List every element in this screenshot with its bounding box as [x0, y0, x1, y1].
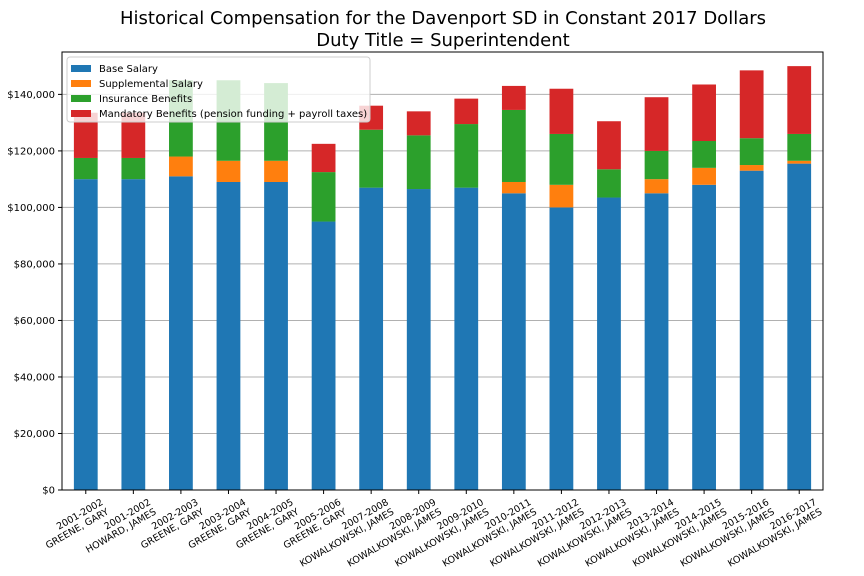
chart-title: Historical Compensation for the Davenpor… — [0, 8, 864, 52]
bar-segment-supplemental — [787, 160, 812, 164]
y-tick-label: $60,000 — [14, 316, 55, 327]
bar-segment-base — [454, 187, 479, 490]
bar-segment-mandatory — [73, 112, 98, 158]
legend-swatch — [71, 65, 91, 72]
y-tick-label: $140,000 — [7, 90, 55, 101]
chart-subtitle-line: Duty Title = Superintendent — [316, 30, 570, 51]
bar-segment-base — [359, 187, 384, 490]
y-tick-label: $100,000 — [7, 203, 55, 214]
y-tick-label: $40,000 — [14, 372, 55, 383]
bar-segment-mandatory — [406, 111, 431, 136]
bar-segment-insurance — [787, 133, 812, 161]
legend-label: Insurance Benefits — [99, 94, 192, 105]
bar-segment-supplemental — [549, 184, 574, 208]
bar-segment-insurance — [454, 124, 479, 188]
legend-label: Base Salary — [99, 64, 158, 75]
bar-segment-supplemental — [644, 179, 669, 194]
legend-label: Supplemental Salary — [99, 79, 203, 90]
bar-segment-mandatory — [501, 85, 526, 110]
bar-segment-insurance — [692, 141, 716, 168]
bar-segment-insurance — [597, 169, 621, 198]
chart-title-line: Historical Compensation for the Davenpor… — [119, 8, 767, 29]
bar-segment-mandatory — [644, 97, 669, 151]
y-tick-label: $80,000 — [14, 259, 55, 270]
bar-segment-insurance — [121, 157, 146, 180]
bar-segment-mandatory — [311, 143, 336, 173]
bar-segment-base — [549, 207, 574, 490]
legend: Base Salary Supplemental Salary Insurance … — [66, 56, 371, 123]
y-tick-label: $120,000 — [7, 146, 55, 157]
bar-segment-base — [501, 193, 526, 490]
bar-segment-mandatory — [597, 121, 621, 170]
bar-segment-supplemental — [169, 156, 193, 177]
bar-segment-base — [216, 181, 241, 490]
bar-segment-mandatory — [549, 88, 574, 134]
bar-segment-base — [169, 176, 193, 490]
bar-segment-mandatory — [121, 112, 146, 158]
legend-swatch — [71, 80, 91, 87]
bar-segment-base — [739, 170, 764, 490]
bar-segment-supplemental — [501, 181, 526, 194]
bar-segment-mandatory — [739, 70, 764, 139]
bar-segment-insurance — [549, 133, 574, 185]
bar-segment-insurance — [359, 129, 384, 188]
bar-segment-insurance — [644, 150, 669, 180]
legend-swatch — [71, 110, 91, 117]
legend-box — [66, 56, 371, 123]
bar-segment-insurance — [73, 157, 98, 180]
bar-segment-insurance — [311, 172, 336, 222]
bar-segment-insurance — [739, 138, 764, 166]
bar-segment-base — [597, 197, 621, 490]
bar-segment-base — [406, 189, 431, 490]
bar-segment-base — [644, 193, 669, 490]
bar-segment-supplemental — [692, 167, 716, 185]
bar-segment-base — [264, 181, 288, 490]
y-tick-label: $20,000 — [14, 429, 55, 440]
bar-segment-supplemental — [216, 160, 241, 182]
bar-segment-insurance — [406, 135, 431, 190]
bar-segment-base — [311, 221, 336, 490]
bar-segment-insurance — [501, 109, 526, 182]
bar-segment-supplemental — [264, 160, 288, 182]
bar-segment-supplemental — [739, 165, 764, 171]
bars-layer — [73, 66, 812, 490]
bar-segment-base — [787, 163, 812, 490]
y-tick-label: $0 — [42, 486, 55, 497]
bar-segment-mandatory — [454, 98, 479, 125]
bar-segment-base — [121, 179, 146, 490]
bar-segment-mandatory — [787, 66, 812, 134]
legend-swatch — [71, 95, 91, 102]
bar-segment-base — [73, 179, 98, 490]
plot-frame — [61, 51, 824, 491]
bar-segment-base — [692, 184, 716, 490]
legend-label: Mandatory Benefits (pension funding + pa… — [99, 109, 367, 120]
bar-segment-mandatory — [692, 84, 716, 142]
